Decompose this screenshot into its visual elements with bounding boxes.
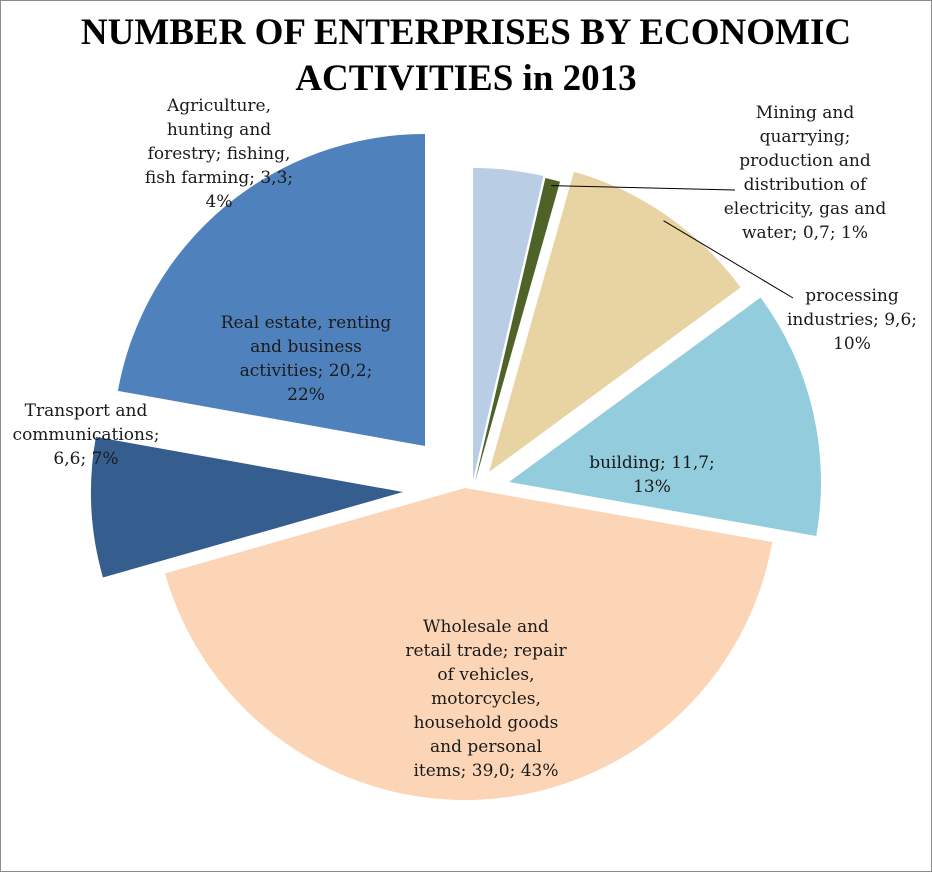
data-label-building: building; 11,7; 13% (589, 453, 715, 497)
data-label-agriculture-hunting-and: Agriculture, hunting and forestry; fishing… (145, 96, 293, 212)
pie-slice-mining-and-quarrying (475, 178, 560, 482)
data-label-real-estate-renting: Real estate, renting and business activiti… (221, 313, 392, 405)
pie-slice-wholesale-and-retail (164, 488, 773, 800)
pie-slice-building (509, 297, 821, 537)
pie-slice-processing-industries (489, 171, 741, 472)
chart-title: NUMBER OF ENTERPRISES BY ECONOMIC ACTIVI… (80, 12, 852, 99)
pie-slice-real-estate-renting (117, 134, 425, 446)
pie-slice-agriculture-hunting-and (473, 168, 544, 480)
data-label-transport-and-communications: Transport and communications; 6,6; 7% (13, 401, 160, 469)
leader-line-processing (663, 220, 794, 299)
pie-slice-transport-and-communications (90, 436, 403, 578)
data-label-processing-industries: processing industries; 9,6; 10% (787, 286, 917, 354)
data-label-wholesale-and-retail: Wholesale and retail trade; repair of vehi… (405, 617, 567, 781)
leader-line-mining (551, 185, 736, 191)
data-label-mining-and-quarrying: Mining and quarrying; production and distri… (724, 103, 887, 243)
